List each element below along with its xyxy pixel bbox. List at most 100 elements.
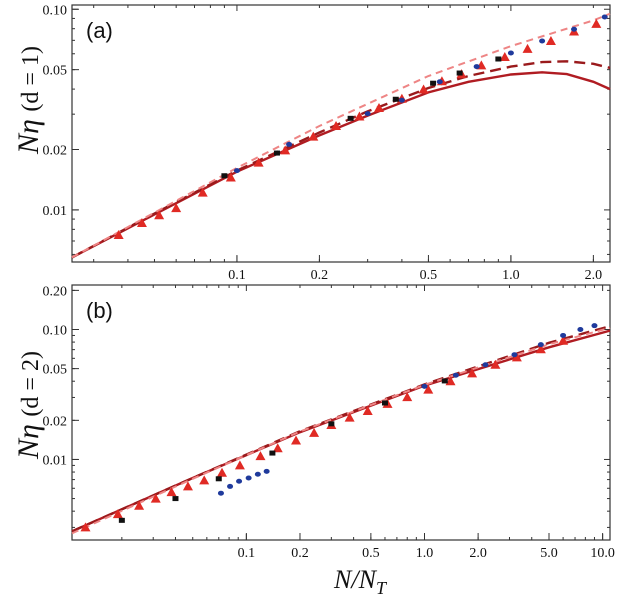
panel-a-triangle-point — [545, 35, 556, 45]
panel-b-circle-point — [217, 490, 224, 496]
panel-a-circle-point — [286, 141, 293, 147]
panel-a-triangle-point — [253, 157, 264, 167]
panel-b-triangle-point — [423, 384, 434, 394]
panel-b-frame — [71, 284, 611, 541]
panel-a-triangle-point — [331, 120, 342, 130]
panel-b-square-point — [328, 421, 335, 427]
panel-b-markers — [80, 323, 598, 532]
panel-a-frame — [71, 4, 611, 263]
panel-a-circle-point — [571, 26, 578, 32]
panel-a-y-tick-label: 0.10 — [43, 3, 68, 18]
panel-b-square-point — [269, 450, 276, 456]
panel-b-triangle-point — [234, 460, 245, 470]
panel-b-triangle-point — [150, 493, 161, 503]
panel-a-ylabel-arg: (d = 1) — [18, 46, 44, 112]
panel-b-y-tick-label: 0.02 — [43, 414, 68, 429]
panel-b-x-tick-label: 0.1 — [238, 546, 256, 561]
panel-b-triangle-point — [467, 368, 478, 378]
panel-b-circle-point — [511, 352, 518, 358]
panel-b-square-point — [118, 517, 125, 523]
panel-b-triangle-point — [344, 412, 355, 422]
panel-b-triangle-point — [402, 392, 413, 402]
panel-b-circle-point — [421, 383, 428, 389]
panel-a-y-axis: 0.01 0.02 0.05 0.10 — [43, 3, 610, 255]
panel-a-triangle-point — [136, 218, 147, 228]
panel-a-square-point — [392, 96, 399, 102]
panel-a-triangle-point — [113, 229, 124, 239]
panel-b-x-axis: 0.1 0.2 0.5 1.0 2.0 5.0 10.0 — [121, 285, 615, 561]
panel-a-triangle-point — [171, 203, 182, 213]
panel-b-triangle-point — [272, 443, 283, 453]
panel-b-x-tick-label: 10.0 — [590, 546, 615, 561]
panel-a-solid-curve — [71, 71, 611, 259]
panel-a-dashed-curve — [71, 60, 611, 259]
panel-b-label: (b) — [86, 298, 113, 323]
panel-b-triangle-point — [217, 467, 228, 477]
panel-a-x-tick-label: 0.1 — [228, 268, 246, 283]
panel-b-triangle-point — [309, 427, 320, 437]
panel-a-triangle-point — [418, 84, 429, 94]
panel-b-xlabel-main: N/N — [333, 565, 378, 594]
panel-a-triangle-point — [499, 52, 510, 62]
panel-b-x-tick-label: 2.0 — [469, 546, 487, 561]
panel-b-circle-point — [452, 372, 459, 378]
panel-a-ylabel: Nη (d = 1) — [12, 46, 45, 155]
panel-b-triangle-point — [362, 405, 373, 415]
panel-b-triangle-point — [490, 359, 501, 369]
panel-a-square-point — [347, 115, 354, 121]
panel-b-square-point — [441, 378, 448, 384]
panel-a-circle-point — [398, 97, 405, 103]
panel-a-circle-point — [436, 79, 443, 85]
panel-b-ylabel: Nη (d = 2) — [12, 351, 45, 460]
panel-b-triangle-point — [445, 376, 456, 386]
panel-b-x-tick-label: 1.0 — [416, 546, 434, 561]
panel-b-square-point — [215, 476, 222, 482]
panel-a-x-tick-label: 0.5 — [420, 268, 438, 283]
panel-a-light-dashed-curve — [71, 12, 611, 259]
panel-b-triangle-point — [291, 435, 302, 445]
panel-b-xlabel: N/NT — [333, 565, 388, 598]
panel-b-triangle-point — [255, 451, 266, 461]
panel-b-y-tick-label: 0.05 — [43, 363, 68, 378]
panel-a-label: (a) — [86, 18, 113, 43]
panel-a-circle-point — [364, 111, 371, 117]
panel-b-triangle-point — [199, 475, 210, 485]
panel-b-circle-point — [537, 342, 544, 348]
panel-b-y-tick-label: 0.01 — [43, 453, 68, 468]
panel-a-square-point — [430, 80, 437, 86]
panel-b-x-tick-label: 0.2 — [291, 546, 309, 561]
panel-b-light-dashed-curve — [71, 326, 611, 535]
panel-a: (a) 0.1 0.2 0.5 1.0 2.0 0.01 0.02 0.05 0.10 Nη … — [12, 3, 611, 283]
panel-a-circle-point — [539, 38, 546, 44]
panel-a-markers — [113, 14, 608, 239]
panel-a-square-point — [221, 173, 228, 179]
panel-a-y-tick-label: 0.01 — [43, 204, 68, 219]
panel-b-y-tick-label: 0.20 — [43, 284, 68, 299]
panel-a-triangle-point — [354, 111, 365, 121]
panel-b-circle-point — [482, 362, 489, 368]
panel-a-square-point — [273, 150, 280, 156]
panel-b-circle-point — [254, 471, 261, 477]
panel-b-square-point — [172, 496, 179, 502]
panel-a-x-axis: 0.1 0.2 0.5 1.0 2.0 — [93, 5, 603, 283]
panel-b-circle-point — [591, 323, 598, 329]
panel-b-y-axis: 0.01 0.02 0.05 0.10 0.20 — [43, 284, 610, 528]
panel-a-triangle-point — [154, 210, 165, 220]
panel-b-square-point — [381, 400, 388, 406]
panel-b-circle-point — [227, 483, 234, 489]
panel-b-triangle-point — [166, 487, 177, 497]
panel-a-triangle-point — [225, 172, 236, 182]
panel-a-triangle-point — [197, 187, 208, 197]
panel-a-circle-point — [507, 50, 514, 56]
panel-b-circle-point — [560, 332, 567, 338]
panel-b-triangle-point — [80, 522, 91, 532]
panel-b-x-tick-label: 0.5 — [362, 546, 380, 561]
panel-a-y-tick-label: 0.02 — [43, 144, 68, 159]
panel-a-triangle-point — [591, 18, 602, 28]
panel-b-ylabel-main: Nη — [12, 424, 45, 460]
panel-b-ylabel-arg: (d = 2) — [18, 351, 44, 417]
panel-a-x-tick-label: 2.0 — [585, 268, 603, 283]
panel-a-square-point — [495, 56, 502, 62]
panel-a-x-tick-label: 1.0 — [502, 268, 520, 283]
